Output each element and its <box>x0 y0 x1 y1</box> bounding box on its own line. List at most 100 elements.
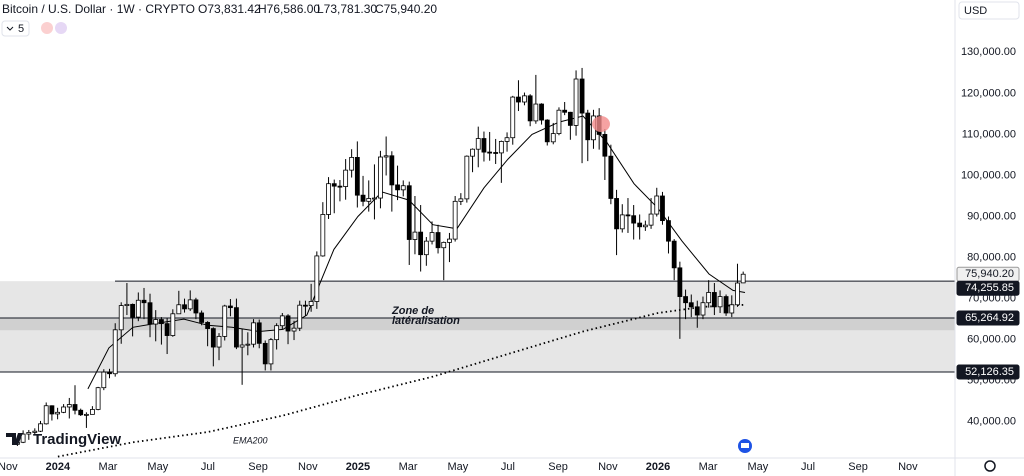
x-tick-label: Sep <box>548 461 568 473</box>
candle-body <box>493 152 499 154</box>
candle-body <box>228 305 233 309</box>
candle-body <box>274 325 280 341</box>
y-tick-label: 80,000.00 <box>967 251 1016 263</box>
indicator-toggle[interactable] <box>1 20 30 37</box>
x-tick-label: Jul <box>501 461 515 473</box>
candle-body <box>556 109 562 135</box>
currency-box[interactable] <box>958 1 1020 20</box>
ohlc-open: O73,831.42 <box>198 2 261 16</box>
ema200-label: EMA200 <box>233 435 268 445</box>
candle-body <box>95 387 101 410</box>
candle-body <box>683 296 688 304</box>
candle-body <box>268 339 274 365</box>
currency[interactable]: USD <box>964 5 987 17</box>
x-tick-label: Mar <box>699 461 718 473</box>
candle-body <box>164 323 170 336</box>
candle-body <box>84 413 89 416</box>
candle-body <box>147 302 153 325</box>
settings-icon[interactable] <box>984 460 996 472</box>
candle-body <box>550 133 556 143</box>
candle-body <box>498 141 504 154</box>
candle-body <box>504 137 510 142</box>
indicator-count[interactable]: 5 <box>18 23 24 35</box>
candle-body <box>418 231 424 256</box>
axes: 40,000.0050,000.0060,000.0070,000.0080,0… <box>0 46 1020 473</box>
candle-body <box>308 301 314 306</box>
price-label: 65,264.92 <box>965 312 1014 324</box>
candle-body <box>49 405 55 415</box>
candle-body <box>735 282 740 306</box>
brand: TradingView <box>33 431 121 448</box>
candle-body <box>406 185 412 240</box>
price-label-box <box>956 310 1020 326</box>
candle-body <box>20 433 26 443</box>
highlight <box>592 116 610 132</box>
candle-body <box>522 95 527 103</box>
candle-body <box>452 200 458 240</box>
candle-body <box>619 214 625 230</box>
candle-body <box>694 306 700 316</box>
candle-body <box>26 432 32 435</box>
candle-body <box>464 155 470 200</box>
candle-body <box>666 220 671 242</box>
x-tick-label: 2024 <box>46 461 71 473</box>
candle-body <box>297 304 303 329</box>
candle-body <box>400 185 406 191</box>
candle-body <box>193 299 199 314</box>
x-tick-label: 2026 <box>646 461 670 473</box>
candle-body <box>688 302 694 308</box>
y-tick-label: 60,000.00 <box>967 334 1016 346</box>
candle-body <box>360 194 366 202</box>
price-axis-bg <box>955 0 1024 476</box>
price-label: 75,940.20 <box>965 268 1014 280</box>
candle-body <box>279 315 285 327</box>
y-tick-label: 130,000.00 <box>961 46 1016 58</box>
candle-body <box>256 322 262 344</box>
candle-body <box>660 195 665 222</box>
candle-body <box>205 322 211 329</box>
chevron <box>6 26 14 31</box>
candle-body <box>516 96 521 103</box>
candle-body <box>573 78 579 126</box>
candle-body <box>343 169 349 187</box>
candle-body <box>216 335 222 348</box>
candle-body <box>447 238 452 243</box>
candle-body <box>354 157 360 196</box>
candle-body <box>539 103 544 121</box>
candle-body <box>740 273 746 284</box>
candle-body <box>107 371 112 375</box>
ema200-line <box>57 303 746 458</box>
candle-body <box>38 423 43 432</box>
x-tick-label: 2025 <box>346 461 370 473</box>
candle-body <box>717 296 723 308</box>
candle-body <box>423 240 429 256</box>
candle-body <box>61 406 67 413</box>
candle-body <box>711 292 717 308</box>
candle-body <box>66 404 72 408</box>
candle-body <box>170 313 176 336</box>
candle-body <box>32 430 38 433</box>
candle-body <box>239 344 245 348</box>
candle-body <box>153 319 159 325</box>
candle-body <box>562 109 568 113</box>
candle-body <box>637 222 643 228</box>
candle-body <box>642 224 648 228</box>
candle-body <box>187 299 193 310</box>
candle-body <box>412 231 418 240</box>
x-tick-label: Nov <box>598 461 618 473</box>
x-tick-label: Sep <box>248 461 268 473</box>
candle-body <box>700 302 706 316</box>
price-label-box <box>956 280 1020 296</box>
x-tick-label: Jul <box>201 461 215 473</box>
candle-body <box>331 183 337 187</box>
candle-body <box>487 151 493 154</box>
candle-body <box>631 215 637 224</box>
candle-body <box>585 112 591 141</box>
candle-body <box>210 328 216 348</box>
chart-title: Bitcoin / U.S. Dollar · 1W · CRYPTO <box>2 2 195 16</box>
candle-body <box>378 156 383 199</box>
candle-body <box>112 329 118 375</box>
candle-body <box>251 322 256 345</box>
ohlc-low: L73,781.30 <box>317 2 377 16</box>
